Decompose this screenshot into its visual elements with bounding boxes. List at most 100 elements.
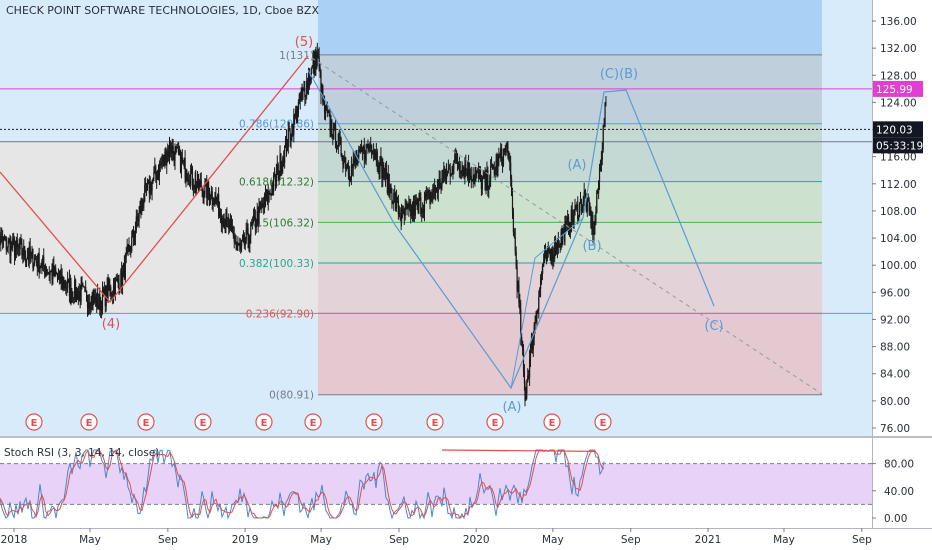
candle-body	[573, 214, 575, 222]
candle-body	[54, 267, 56, 276]
candle-body	[426, 191, 428, 198]
candle-body	[574, 206, 576, 215]
x-tick-label: 2020	[463, 534, 490, 546]
candle-body	[15, 240, 18, 249]
earnings-marker-label: E	[261, 418, 268, 429]
candle-body	[481, 178, 483, 189]
candle-body	[128, 245, 130, 247]
candle-body	[396, 197, 399, 201]
candle-body	[242, 235, 245, 241]
candle-body	[287, 128, 289, 148]
candle-body	[135, 216, 137, 231]
x-tick-label: May	[79, 534, 101, 546]
earnings-marker-icon[interactable]	[255, 413, 273, 431]
candle-body	[478, 171, 481, 179]
candle-body	[598, 180, 600, 194]
candle-body	[226, 212, 228, 218]
candle-body	[555, 249, 558, 254]
candle-body	[416, 199, 418, 204]
candle-body	[521, 336, 523, 341]
candle-body	[225, 212, 227, 226]
candle-body	[227, 217, 229, 220]
candle-body	[435, 188, 438, 193]
candle-body	[442, 178, 444, 179]
earnings-marker-icon[interactable]	[304, 413, 322, 431]
candle-body	[138, 212, 140, 222]
candle-body	[73, 297, 75, 300]
candle-body	[595, 212, 597, 224]
candle-body	[345, 167, 348, 169]
candle-body	[422, 209, 425, 213]
candle-body	[307, 80, 309, 87]
candle-body	[204, 182, 206, 195]
candle-body	[163, 154, 165, 162]
candle-body	[482, 177, 484, 179]
candle-body	[192, 185, 194, 189]
candle-body	[159, 163, 161, 166]
candle-body	[156, 174, 158, 180]
time-axis-background	[0, 528, 932, 550]
candle-body	[343, 157, 345, 165]
candle-body	[76, 288, 79, 300]
candle-body	[370, 144, 372, 148]
candle-body	[539, 288, 541, 297]
candle-body	[10, 242, 12, 256]
candle-body	[352, 159, 354, 168]
candle-body	[64, 281, 66, 288]
candle-body	[157, 172, 160, 177]
earnings-marker-icon[interactable]	[543, 413, 561, 431]
candle-body	[261, 203, 263, 208]
earnings-marker-icon[interactable]	[594, 413, 612, 431]
candle-body	[51, 270, 53, 280]
candle-body	[410, 207, 412, 216]
candle-body	[5, 236, 7, 250]
candle-body	[45, 270, 48, 274]
candle-body	[55, 267, 57, 274]
candle-body	[189, 182, 191, 186]
earnings-marker-icon[interactable]	[194, 413, 212, 431]
candle-body	[217, 194, 219, 204]
candle-body	[335, 146, 338, 149]
earnings-marker-icon[interactable]	[486, 413, 504, 431]
candle-body	[429, 196, 431, 204]
candle-body	[593, 227, 595, 234]
candle-body	[559, 244, 561, 247]
candle-body	[432, 192, 434, 198]
candle-body	[519, 302, 521, 310]
candle-body	[485, 173, 487, 187]
earnings-marker-icon[interactable]	[426, 413, 444, 431]
earnings-marker-icon[interactable]	[137, 413, 155, 431]
candle-body	[443, 168, 445, 179]
candle-body	[349, 177, 352, 181]
candle-body	[451, 174, 453, 175]
candle-body	[377, 165, 379, 169]
candle-body	[368, 145, 370, 150]
candle-body	[137, 220, 139, 222]
candle-body	[543, 253, 546, 262]
candle-body	[275, 171, 277, 182]
candle-body	[142, 199, 144, 203]
earnings-marker-icon[interactable]	[365, 413, 383, 431]
candle-body	[294, 114, 296, 117]
candle-body	[323, 102, 326, 113]
earnings-marker-icon[interactable]	[25, 413, 43, 431]
wave-label: (C)(B)	[600, 67, 638, 82]
candle-body	[265, 190, 267, 200]
candle-body	[381, 158, 383, 179]
candle-body	[197, 174, 200, 188]
earnings-marker-icon[interactable]	[80, 413, 98, 431]
candle-body	[75, 288, 78, 298]
candle-body	[558, 244, 560, 248]
candle-body	[467, 169, 469, 178]
candle-body	[497, 155, 499, 172]
candle-body	[87, 302, 90, 308]
candle-body	[507, 143, 509, 157]
candle-body	[594, 223, 596, 228]
y-tick-label: 128.00	[880, 70, 917, 82]
candle-body	[214, 196, 216, 203]
wave-path-blue-inner	[510, 217, 584, 389]
candle-body	[271, 185, 273, 196]
candle-body	[39, 266, 41, 273]
fib-level-label: 1(131)	[279, 50, 314, 62]
